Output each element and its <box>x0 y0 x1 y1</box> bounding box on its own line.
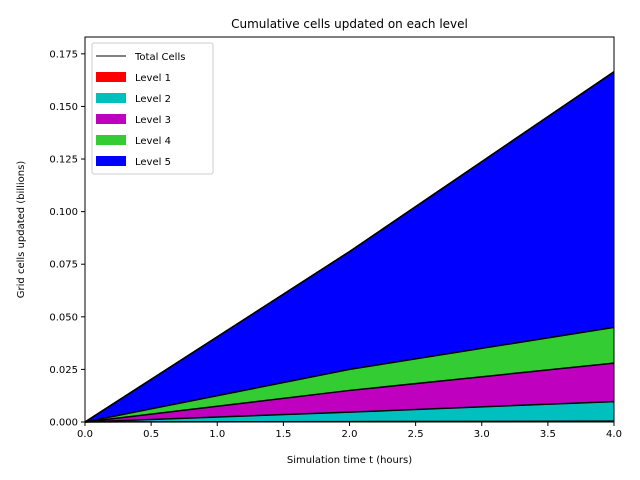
total-cells-line <box>84 71 615 423</box>
legend-swatch-level-1 <box>96 72 126 82</box>
legend-label: Level 3 <box>135 115 171 126</box>
y-tick-label: 0.075 <box>49 260 78 271</box>
legend-swatch-level-2 <box>96 93 126 103</box>
legend-label: Level 5 <box>135 157 171 168</box>
y-axis-label: Grid cells updated (billions) <box>16 161 27 299</box>
x-tick-label: 1.5 <box>275 429 291 440</box>
x-tick-label: 2.0 <box>342 429 358 440</box>
y-tick-label: 0.150 <box>49 102 78 113</box>
x-axis-ticks: 0.0 0.5 1.0 1.5 2.0 2.5 3.0 3.5 4.0 <box>77 422 622 440</box>
x-tick-label: 0.0 <box>77 429 93 440</box>
y-axis-ticks: 0.000 0.025 0.050 0.075 0.100 0.125 0.150 0.175 <box>49 49 85 429</box>
legend: Total Cells Level 1 Level 2 Level 3 Level 4 L… <box>91 42 214 175</box>
legend-swatch-level-4 <box>96 135 126 145</box>
y-tick-label: 0.175 <box>49 49 78 60</box>
y-tick-label: 0.100 <box>49 207 78 218</box>
x-tick-label: 0.5 <box>143 429 159 440</box>
y-tick-label: 0.000 <box>49 418 78 429</box>
x-tick-label: 3.0 <box>474 429 490 440</box>
chart-title: Cumulative cells updated on each level <box>231 17 468 31</box>
boundary-level-3 <box>84 362 615 423</box>
boundary-level-2 <box>84 400 615 423</box>
legend-swatch-level-3 <box>96 114 126 124</box>
y-tick-label: 0.025 <box>49 365 78 376</box>
y-tick-label: 0.050 <box>49 312 78 323</box>
x-tick-label: 3.5 <box>540 429 556 440</box>
x-tick-label: 4.0 <box>606 429 622 440</box>
x-tick-label: 1.0 <box>209 429 225 440</box>
legend-label: Total Cells <box>134 52 185 63</box>
area-level-2 <box>85 401 614 422</box>
area-level-3 <box>85 363 614 422</box>
y-tick-label: 0.125 <box>49 155 78 166</box>
legend-label: Level 2 <box>135 94 171 105</box>
x-tick-label: 2.5 <box>408 429 424 440</box>
boundary-lines <box>84 71 615 423</box>
area-level-4 <box>85 327 614 422</box>
area-level-5 <box>85 71 614 423</box>
boundary-level-4 <box>84 326 615 423</box>
x-axis-label: Simulation time t (hours) <box>287 455 412 466</box>
legend-label: Level 1 <box>135 73 171 84</box>
legend-swatch-level-5 <box>96 156 126 166</box>
legend-label: Level 4 <box>135 136 171 147</box>
